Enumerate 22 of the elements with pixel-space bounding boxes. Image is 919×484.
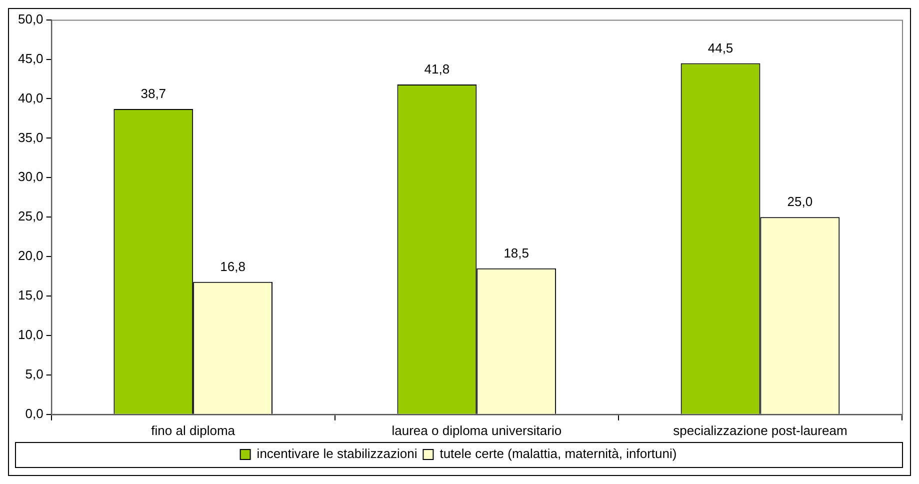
data-label: 25,0 — [787, 194, 813, 210]
x-tick-label: laurea o diploma universitario — [392, 422, 562, 438]
y-tick-label: 15,0 — [18, 288, 44, 303]
y-tick-label: 5,0 — [25, 366, 44, 382]
y-tick-label: 50,0 — [18, 11, 44, 26]
data-label: 41,8 — [424, 62, 450, 77]
y-tick-label: 40,0 — [18, 90, 44, 106]
y-tick-label: 35,0 — [18, 130, 44, 145]
data-label: 38,7 — [140, 86, 166, 102]
y-tick-label: 30,0 — [18, 169, 44, 184]
y-tick-label: 0,0 — [25, 406, 44, 421]
legend-label: tutele certe (malattia, maternità, infortuni) — [440, 446, 677, 462]
y-tick-label: 20,0 — [18, 248, 44, 264]
x-tick-label: specializzazione post-lauream — [673, 422, 848, 438]
y-tick-label: 45,0 — [18, 50, 44, 66]
data-label: 16,8 — [220, 258, 246, 274]
x-tick-label: fino al diploma — [151, 422, 236, 438]
legend-label: incentivare le stabilizzazioni — [256, 446, 418, 462]
y-tick-label: 10,0 — [18, 327, 44, 342]
data-label: 18,5 — [504, 245, 530, 260]
data-label: 44,5 — [708, 40, 734, 56]
y-tick-label: 25,0 — [18, 208, 44, 224]
